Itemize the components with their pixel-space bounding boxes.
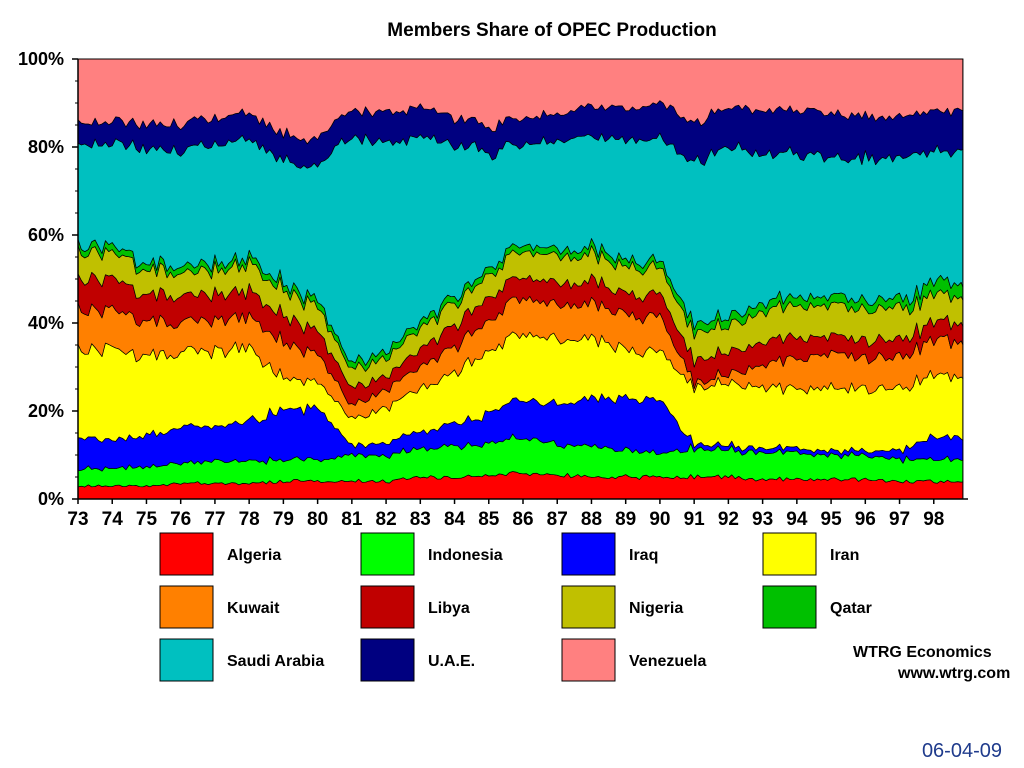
legend-swatch-libya <box>360 585 415 629</box>
legend-swatch-iran <box>762 532 817 576</box>
credit-line-1: WTRG Economics <box>853 644 992 661</box>
x-tick-label: 76 <box>170 509 191 530</box>
x-tick-label: 78 <box>239 509 260 530</box>
x-tick-label: 94 <box>786 509 808 530</box>
x-tick-label: 81 <box>341 509 363 530</box>
y-tick-label: 40% <box>28 313 64 333</box>
x-tick-label: 90 <box>649 509 670 530</box>
x-tick-label: 85 <box>478 509 500 530</box>
legend-label-iran: Iran <box>830 547 859 564</box>
legend-swatch-u-a-e <box>360 638 415 682</box>
x-tick-label: 79 <box>273 509 294 530</box>
y-tick-label: 20% <box>28 401 64 421</box>
legend-swatch-algeria <box>159 532 214 576</box>
legend-label-kuwait: Kuwait <box>227 600 280 617</box>
x-tick-label: 77 <box>204 509 225 530</box>
legend-label-iraq: Iraq <box>629 547 658 564</box>
x-tick-label: 95 <box>821 509 843 530</box>
legend-swatch-saudi-arabia <box>159 638 214 682</box>
x-tick-label: 92 <box>718 509 739 530</box>
legend-swatch-venezuela <box>561 638 616 682</box>
legend-label-indonesia: Indonesia <box>428 547 503 564</box>
legend-swatch-indonesia <box>360 532 415 576</box>
x-tick-label: 86 <box>512 509 533 530</box>
credit-line-2: www.wtrg.com <box>897 665 1010 682</box>
x-tick-label: 83 <box>410 509 431 530</box>
x-tick-label: 89 <box>615 509 636 530</box>
x-tick-label: 75 <box>136 509 158 530</box>
x-tick-label: 88 <box>581 509 602 530</box>
axes: 0% 20% 40% 60% 80% 100% 73 74 75 76 77 78 79 80 81 82 83… <box>18 49 968 530</box>
x-tick-label: 84 <box>444 509 466 530</box>
y-tick-label: 100% <box>18 49 64 69</box>
y-tick-label: 0% <box>38 489 64 509</box>
legend-label-algeria: Algeria <box>227 547 281 564</box>
footer-date: 06-04-09 <box>921 740 1002 762</box>
legend-swatch-qatar <box>762 585 817 629</box>
y-tick-label: 80% <box>28 137 64 157</box>
legend-swatch-nigeria <box>561 585 616 629</box>
x-tick-label: 87 <box>547 509 568 530</box>
legend-label-u-a-e: U.A.E. <box>428 653 475 670</box>
y-tick-label: 60% <box>28 225 64 245</box>
legend-label-venezuela: Venezuela <box>629 653 706 670</box>
chart-title: Members Share of OPEC Production <box>387 20 716 41</box>
x-tick-label: 74 <box>102 509 124 530</box>
x-tick-label: 82 <box>376 509 397 530</box>
legend-label-qatar: Qatar <box>830 600 872 617</box>
legend-label-nigeria: Nigeria <box>629 600 683 617</box>
x-tick-label: 97 <box>889 509 910 530</box>
legend-label-saudi-arabia: Saudi Arabia <box>227 653 324 670</box>
x-tick-label: 91 <box>684 509 706 530</box>
x-tick-label: 98 <box>923 509 944 530</box>
x-tick-label: 73 <box>67 509 88 530</box>
legend-swatch-iraq <box>561 532 616 576</box>
legend: Algeria Indonesia Iraq Iran Kuwait Libya Niger… <box>159 532 872 682</box>
x-tick-label: 96 <box>855 509 876 530</box>
legend-label-libya: Libya <box>428 600 470 617</box>
plot-area <box>77 58 964 500</box>
x-tick-label: 80 <box>307 509 328 530</box>
legend-swatch-kuwait <box>159 585 214 629</box>
x-tick-label: 93 <box>752 509 773 530</box>
